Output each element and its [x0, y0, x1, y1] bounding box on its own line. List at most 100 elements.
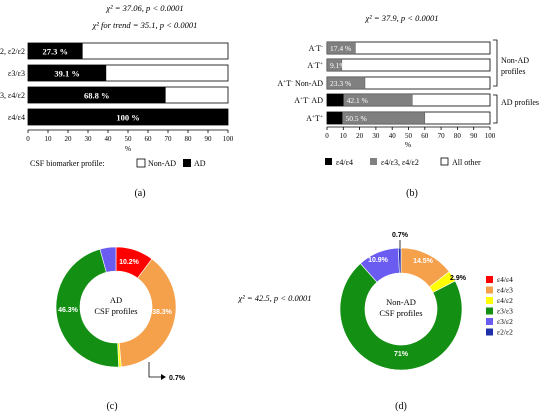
panel-a-annotation-1: χ² = 37.06, p < 0.0001: [105, 3, 183, 13]
bar-b-data-label-1: 9.1%: [330, 61, 346, 70]
a-tick-label-9: 90: [205, 135, 213, 143]
panel-a-x-axis: 0 10 20 30 40 50 60 70 80 90 100: [26, 129, 234, 143]
a-tick-label-7: 70: [165, 135, 173, 143]
b-tick-label-2: 20: [356, 132, 364, 140]
d-legend-swatch-2: [486, 297, 493, 304]
d-slice-label-2: 2.9%: [450, 275, 467, 282]
bar-a-data-label-2: 68.8 %: [84, 91, 110, 101]
panel-d-callout: 0.7%: [392, 232, 409, 248]
legend-swatch-ad: [183, 159, 191, 167]
bar-b-e4e3-4: [342, 111, 426, 125]
bar-a-category-label-1: ε3/ε3: [8, 69, 25, 78]
b-tick-label-3: 30: [372, 132, 380, 140]
a-tick-label-10: 100: [223, 135, 234, 143]
bracket-non-ad: [493, 39, 498, 87]
d-legend-swatch-5: [486, 328, 493, 336]
b-tick-label-9: 90: [470, 132, 478, 140]
bar-a-category-label-3: ε4/ε4: [8, 113, 25, 122]
d-legend-label-3: ε3/ε3: [497, 307, 513, 316]
legend-label-e4e4: ε4/ε4: [336, 158, 353, 167]
panel-b-annotation: χ² = 37.9, p < 0.0001: [364, 13, 438, 23]
panel-d-donut: [339, 247, 463, 371]
panel-c-center-label-2: CSF profiles: [94, 306, 137, 316]
a-tick-label-3: 30: [85, 135, 93, 143]
panel-label-b: (b): [406, 188, 418, 199]
bar-a-data-label-3: 100 %: [116, 113, 139, 123]
d-legend-label-5: ε2/ε2: [497, 328, 513, 337]
panel-c-slice-labels: 10.2% 38.3% 46.3% 4.3%: [58, 241, 173, 316]
bar-b-data-label-2: 23.3 %: [330, 79, 351, 88]
legend-label-e4e3-e4e2: ε4/ε3, ε4/ε2: [381, 158, 419, 167]
panel-a-bars: 27.3 % ε3/ε2, ε2/ε2 39.1 % ε3/ε3 68.8 % ε4/ε3…: [0, 42, 229, 126]
bar-b-category-label-2: A+T- Non-AD: [277, 79, 323, 88]
a-tick-label-1: 10: [45, 135, 53, 143]
a-tick-label-0: 0: [26, 135, 30, 143]
bar-b-e4e3-2: [326, 76, 366, 90]
bar-b-category-label-4: A+T+: [306, 114, 323, 123]
panel-a-legend: CSF biomarker profile: Non-AD AD: [30, 158, 206, 168]
bar-b-e4e3-3: [343, 93, 413, 107]
bar-a-ad-1: [28, 65, 107, 81]
panel-c-center-label-1: AD: [110, 295, 122, 305]
bar-a-ad-0: [28, 43, 83, 59]
bracket-non-ad-label-2: profiles: [501, 67, 525, 76]
panel-c-callout-label: 0.7%: [169, 375, 186, 382]
bar-b-e4e3-0: [326, 41, 356, 55]
a-tick-label-2: 20: [65, 135, 73, 143]
bar-b-category-label-0: A-T-: [309, 44, 324, 53]
a-tick-label-4: 40: [105, 135, 113, 143]
c-slice-label-3: 46.3%: [58, 307, 79, 314]
legend-swatch-e4e4: [325, 158, 332, 165]
panel-c: AD CSF profiles 10.2% 38.3% 46.3% 4.3% 0.7%…: [55, 241, 186, 412]
panel-b-legend: ε4/ε4 ε4/ε3, ε4/ε2 All other: [325, 157, 481, 167]
panel-c-donut: [55, 246, 177, 368]
panel-d-slice-labels: 14.5% 2.9% 71% 10.9%: [368, 257, 467, 358]
b-tick-label-10: 100: [485, 132, 496, 140]
bar-a-ad-3: [28, 109, 228, 125]
panel-label-d: (d): [395, 401, 407, 412]
panel-d-center-label-1: Non-AD: [386, 297, 416, 307]
b-tick-label-1: 10: [340, 132, 348, 140]
panel-b-bars: 17.4 % 9.1% 23.3 % 42.1 % 50.5 %: [326, 41, 491, 125]
panel-b-x-axis-label: %: [405, 140, 411, 149]
panel-c-callout-line: [148, 362, 161, 378]
panel-b-group-brackets: Non-AD profiles AD profiles: [493, 39, 539, 124]
bracket-ad-label: AD profiles: [501, 98, 539, 107]
b-tick-label-8: 80: [454, 132, 462, 140]
bar-a-category-label-2: ε4/ε3, ε4/ε2: [0, 91, 25, 100]
panel-c-donut-hole: [80, 271, 152, 343]
bar-a-data-label-1: 39.1 %: [54, 69, 80, 79]
bar-b-all-other-1: [326, 58, 491, 72]
panel-a-legend-title: CSF biomarker profile:: [30, 159, 105, 168]
d-legend-label-1: ε4/ε3: [497, 286, 513, 295]
panel-c-callout-arrowhead: [161, 374, 166, 380]
d-legend-swatch-1: [486, 286, 493, 294]
bar-b-category-label-1: A-T+: [307, 61, 323, 70]
panel-label-c: (c): [106, 401, 117, 412]
panel-c-callout: 0.7%: [148, 362, 186, 382]
bar-b-e4e4-4: [327, 112, 343, 124]
pies-annotation: χ² = 42.5, p < 0.0001: [237, 293, 311, 303]
bar-a-data-label-0: 27.3 %: [43, 47, 69, 57]
bar-b-data-label-4: 50.5 %: [345, 114, 366, 123]
panel-b-category-labels: A-T- A-T+ A+T- Non-AD A+T- AD A+T+: [277, 44, 323, 123]
d-legend-swatch-0: [486, 276, 493, 283]
panel-d-callout-label: 0.7%: [392, 232, 409, 239]
a-tick-label-5: 50: [125, 135, 133, 143]
panel-a: χ² = 37.06, p < 0.0001 χ² for trend = 35…: [0, 3, 234, 199]
panel-label-a: (a): [134, 188, 145, 199]
legend-swatch-all-other: [440, 157, 449, 166]
bar-b-category-label-3: A+T- AD: [294, 96, 323, 105]
panel-d: Non-AD CSF profiles 14.5% 2.9% 71% 10.9% 0.…: [339, 232, 513, 412]
d-slice-label-3: 71%: [394, 351, 409, 358]
d-legend-swatch-4: [486, 318, 493, 325]
b-tick-label-0: 0: [325, 132, 329, 140]
d-legend-label-0: ε4/ε4: [497, 275, 513, 284]
c-slice-label-4: 4.3%: [96, 241, 113, 248]
d-legend-swatch-3: [486, 307, 493, 315]
legend-label-ad: AD: [194, 159, 206, 168]
legend-label-all-other: All other: [452, 158, 481, 167]
bracket-non-ad-label-1: Non-AD: [501, 56, 529, 65]
